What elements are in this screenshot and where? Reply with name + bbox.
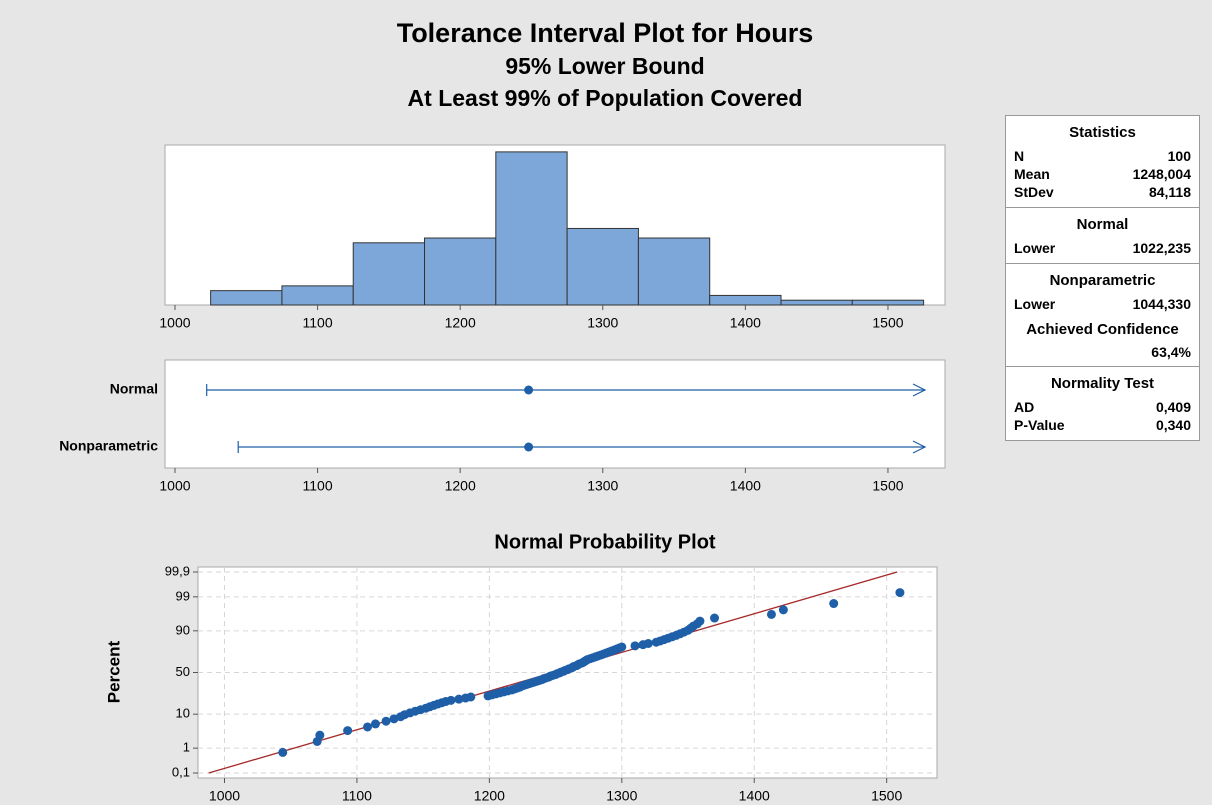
x-tick-label: 1100 (342, 788, 372, 804)
stat-label: Mean (1014, 166, 1050, 182)
stat-value: 1248,004 (1132, 166, 1191, 182)
category-label: Normal (110, 381, 158, 397)
chart-subtitle: At Least 99% of Population Covered (408, 85, 803, 111)
interval-arrow (912, 440, 927, 454)
x-tick-label: 1000 (209, 788, 240, 804)
stat-label: AD (1014, 399, 1035, 415)
data-point (643, 638, 653, 648)
y-tick-label: 10 (176, 706, 190, 721)
data-point (315, 730, 325, 740)
center-point (524, 442, 534, 452)
x-tick-label: 1400 (730, 478, 761, 494)
stat-value: 0,409 (1155, 399, 1191, 415)
data-point (617, 642, 627, 652)
panel-section: Statistics N 100 Mean 1248,004 StDev 84,118 (1006, 116, 1199, 207)
y-axis-label: Percent (104, 640, 123, 703)
x-tick-label: 1100 (303, 315, 333, 331)
plot-title: Normal Probability Plot (494, 531, 715, 553)
x-tick-label: 1300 (606, 788, 637, 804)
interval-arrow (912, 383, 927, 397)
data-point (895, 588, 905, 598)
data-point (766, 609, 776, 619)
stat-value: 0,340 (1155, 417, 1191, 433)
stat-value: 1044,330 (1132, 296, 1191, 312)
x-tick-label: 1000 (159, 315, 190, 331)
x-tick-label: 1500 (871, 788, 902, 804)
bar (637, 237, 711, 306)
x-tick-label: 1200 (445, 315, 476, 331)
y-tick-label: 99,9 (165, 563, 190, 578)
bar (210, 290, 283, 306)
bar (495, 151, 568, 306)
data-point (630, 641, 640, 651)
bar (566, 227, 639, 306)
data-point (829, 599, 839, 609)
stat-label: Lower (1014, 240, 1056, 256)
bar (709, 294, 782, 306)
section-title: Nonparametric (1049, 272, 1156, 289)
bar (851, 299, 925, 306)
category-label: Nonparametric (59, 438, 158, 454)
x-tick-label: 1300 (587, 315, 618, 331)
y-tick-label: 90 (176, 622, 190, 637)
x-tick-label: 1500 (872, 478, 903, 494)
y-tick-label: 50 (176, 664, 190, 679)
data-point (370, 719, 380, 729)
stat-value: 100 (1167, 148, 1191, 164)
panel-section: Normality Test AD 0,409 P-Value 0,340 (1006, 366, 1199, 440)
x-tick-label: 1300 (587, 478, 618, 494)
bar (352, 242, 426, 306)
stat-label: Lower (1014, 296, 1056, 312)
data-point (778, 605, 788, 615)
bar (281, 285, 354, 306)
section-subtitle: Achieved Confidence (1026, 321, 1179, 338)
data-point (466, 692, 476, 702)
data-point (343, 726, 353, 736)
stat-row: P-Value 0,340 (1014, 416, 1191, 434)
x-tick-label: 1000 (159, 478, 190, 494)
x-tick-label: 1400 (739, 788, 770, 804)
section-title: Normality Test (1050, 375, 1155, 392)
stat-label: N (1014, 148, 1025, 164)
x-tick-label: 1100 (303, 478, 333, 494)
x-tick-label: 1400 (730, 315, 761, 331)
stat-row: N 100 (1014, 147, 1191, 165)
panel-section: Normal Lower 1022,235 (1006, 207, 1199, 263)
stat-row: AD 0,409 (1014, 398, 1191, 416)
bar (780, 299, 853, 306)
stat-value: 63,4% (1151, 344, 1191, 360)
x-tick-label: 1200 (445, 478, 476, 494)
data-point (363, 722, 373, 732)
statistics-panel: Statistics N 100 Mean 1248,004 StDev 84,118… (1005, 115, 1200, 441)
bar (424, 237, 497, 306)
data-point (454, 694, 464, 704)
data-point (381, 716, 391, 726)
chart-subtitle: 95% Lower Bound (505, 53, 704, 79)
stat-row: StDev 84,118 (1014, 183, 1191, 201)
stat-row: Lower 1022,235 (1014, 239, 1191, 257)
center-point (524, 385, 534, 395)
stat-row: Mean 1248,004 (1014, 165, 1191, 183)
stat-value: 1022,235 (1132, 240, 1191, 256)
stat-row: Lower 1044,330 (1014, 295, 1191, 313)
section-title: Normal (1076, 216, 1129, 233)
plot-area (164, 359, 946, 469)
chart-title: Tolerance Interval Plot for Hours (397, 18, 814, 48)
stat-value: 84,118 (1148, 184, 1191, 200)
data-point (695, 616, 705, 626)
data-point (710, 613, 720, 623)
data-point (278, 747, 288, 757)
section-title: Statistics (1069, 124, 1136, 141)
x-tick-label: 1200 (474, 788, 505, 804)
stat-label: P-Value (1014, 417, 1065, 433)
y-tick-label: 0,1 (172, 764, 190, 779)
panel-section: Nonparametric Lower 1044,330 Achieved Con… (1006, 263, 1199, 366)
y-tick-label: 1 (183, 740, 190, 755)
data-point (446, 695, 456, 705)
stat-label: StDev (1014, 184, 1054, 200)
y-tick-label: 99 (176, 588, 190, 603)
x-tick-label: 1500 (872, 315, 903, 331)
